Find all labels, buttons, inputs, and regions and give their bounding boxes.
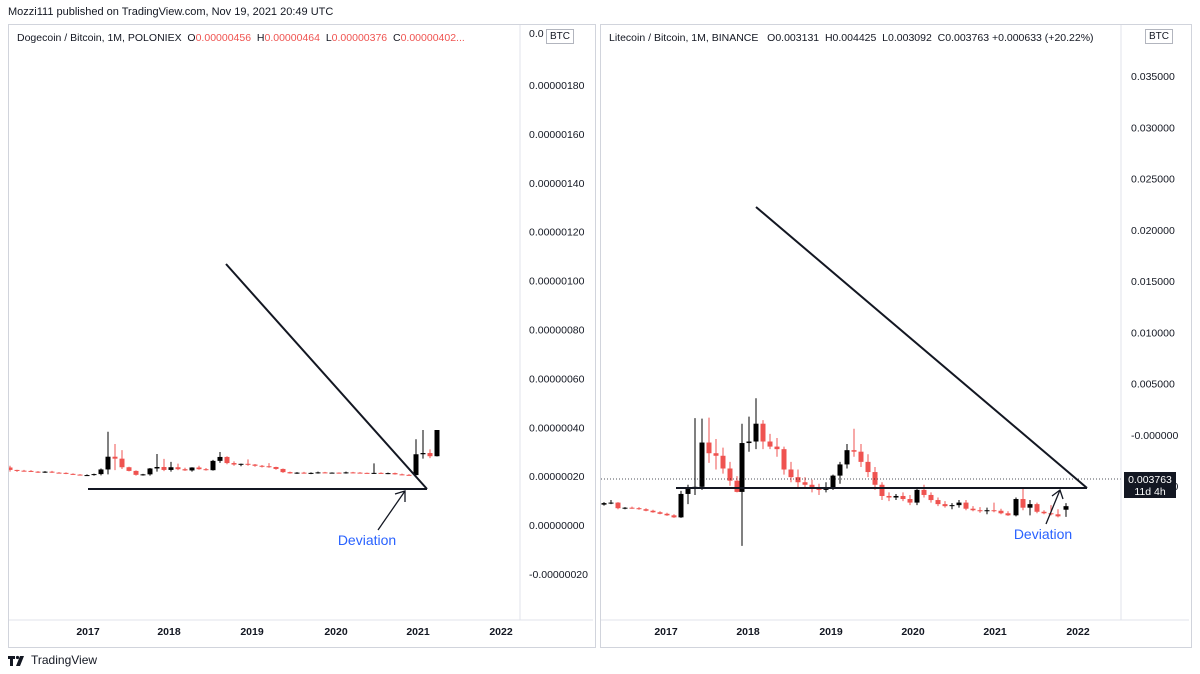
litecoin-chart-panel[interactable]: Litecoin / Bitcoin, 1M, BINANCE O0.00313… [600, 24, 1192, 648]
ohlc-o-label: O [761, 32, 776, 44]
change-value: +0.000633 (+20.22%) [991, 32, 1094, 44]
ohlc-l-label: L [322, 32, 332, 44]
symbol-label: Dogecoin / Bitcoin, 1M, POLONIEX [17, 32, 182, 44]
ohlc-c-value: 0.00000402... [400, 32, 465, 44]
ohlc-h-label: H [822, 32, 833, 44]
ohlc-o-label: O [184, 32, 196, 44]
ohlc-l-value: 0.00000376 [331, 32, 388, 44]
ohlc-h-label: H [254, 32, 265, 44]
ohlc-l-label: L [879, 32, 889, 44]
tradingview-logo-icon [8, 655, 24, 666]
ohlc-c-label: C [390, 32, 401, 44]
currency-badge-right[interactable]: BTC [1145, 29, 1173, 44]
dogecoin-chart-panel[interactable]: Dogecoin / Bitcoin, 1M, POLONIEX O0.0000… [8, 24, 596, 648]
brand-name: TradingView [31, 653, 98, 667]
ohlc-h-value: 0.00000464 [264, 32, 320, 44]
ohlc-h-value: 0.004425 [832, 32, 877, 44]
ohlc-o-value: 0.003131 [775, 32, 820, 44]
ohlc-o-value: 0.00000456 [195, 32, 252, 44]
symbol-legend: Dogecoin / Bitcoin, 1M, POLONIEX O0.0000… [17, 32, 465, 44]
ohlc-c-label: C [934, 32, 946, 44]
currency-badge-left[interactable]: BTC [546, 29, 574, 44]
publisher-header: Mozzi111 published on TradingView.com, N… [8, 6, 334, 18]
symbol-label: Litecoin / Bitcoin, 1M, BINANCE [609, 32, 759, 44]
symbol-legend: Litecoin / Bitcoin, 1M, BINANCE O0.00313… [609, 32, 1094, 44]
ohlc-l-value: 0.003092 [888, 32, 932, 44]
ohlc-c-value: 0.003763 [945, 32, 990, 44]
footer-brand[interactable]: TradingView [8, 653, 97, 667]
